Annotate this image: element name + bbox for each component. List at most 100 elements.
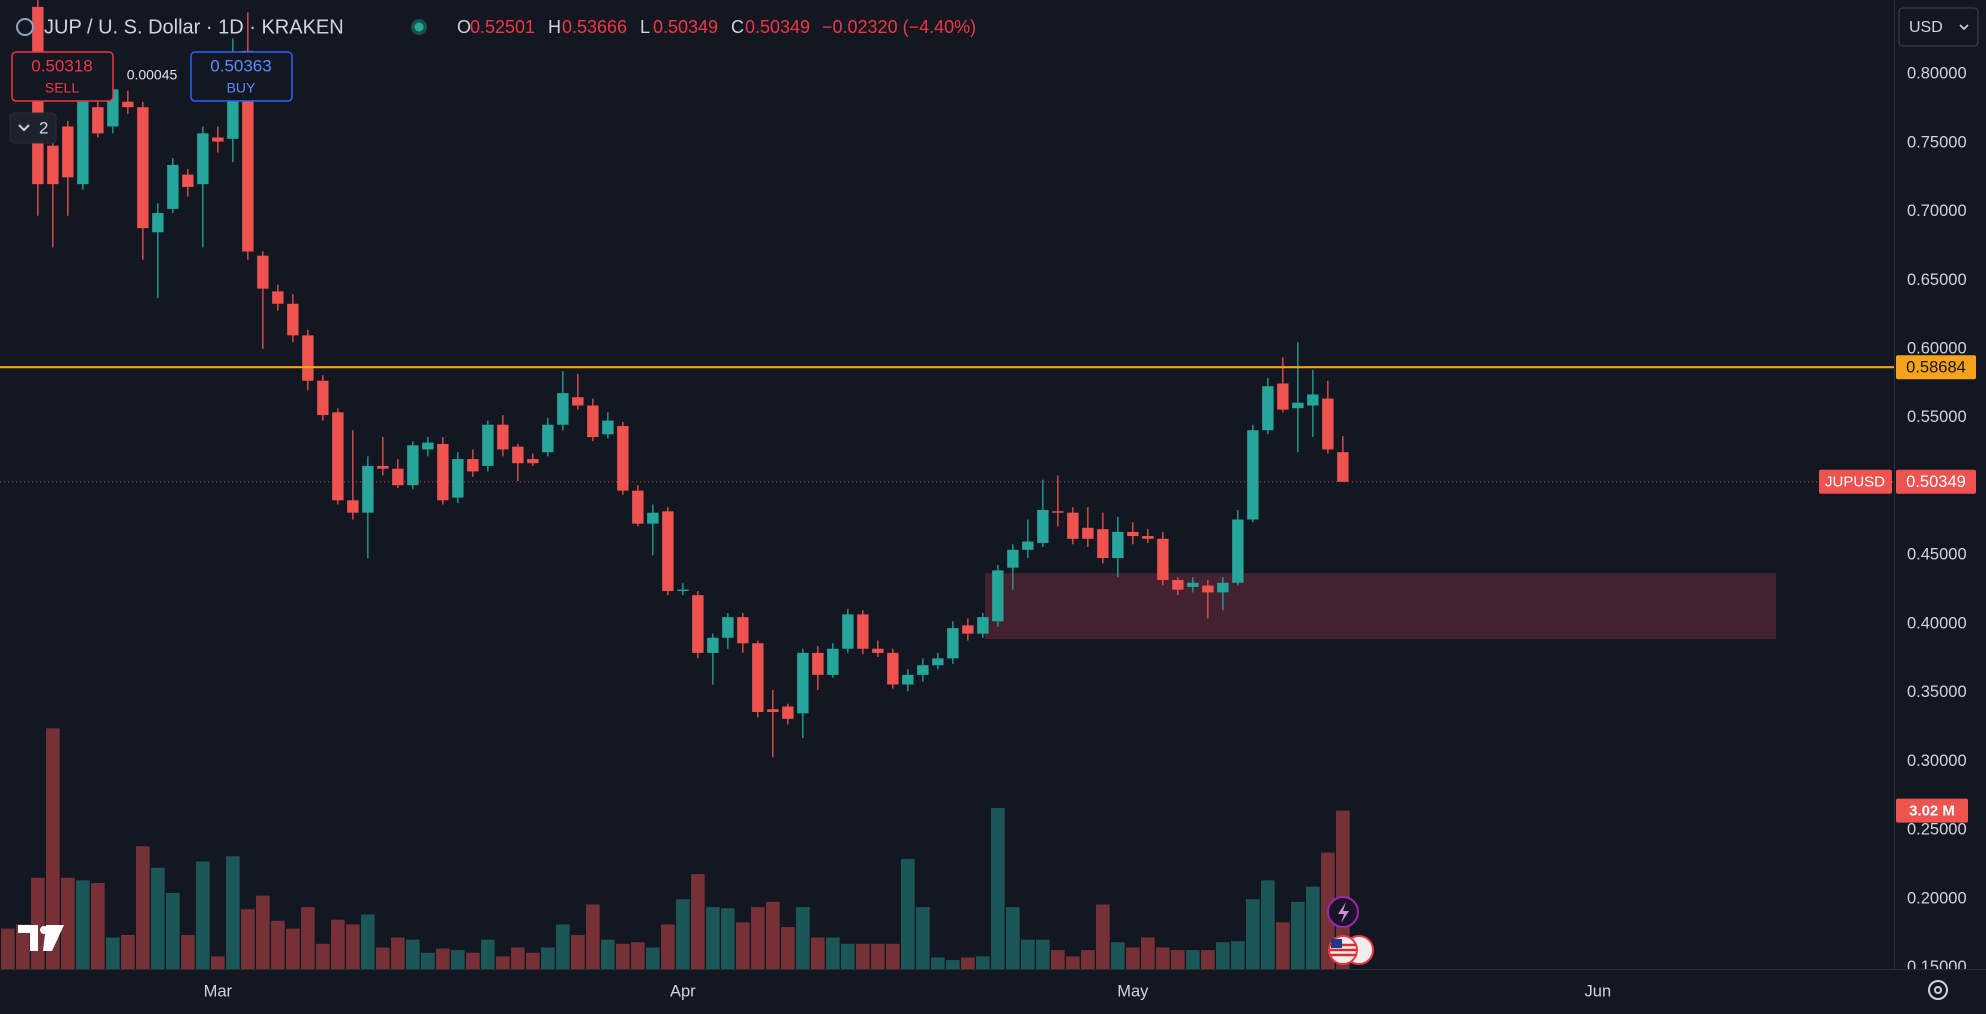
volume-tag [1896, 798, 1968, 823]
candle-body [1082, 527, 1094, 539]
ohlc-label: C [731, 17, 744, 37]
level-tag [1896, 355, 1976, 380]
y-tick-label: 0.65000 [1907, 271, 1967, 289]
volume-bar [796, 907, 810, 969]
y-tick-label: 0.35000 [1907, 683, 1967, 701]
candle-body [617, 426, 629, 491]
spread: 0.00045 [127, 67, 178, 83]
logo-part [18, 925, 38, 951]
toggle-box [9, 112, 57, 144]
volume-bar [1126, 947, 1140, 969]
volume-bar [256, 895, 270, 969]
volume-bar [331, 919, 345, 969]
y-tick-label: 0.60000 [1907, 339, 1967, 357]
candle-body [527, 459, 539, 464]
volume-bar [106, 937, 120, 969]
candle-body [1037, 509, 1049, 543]
volume-bar [16, 924, 30, 969]
volume-bar [556, 924, 570, 969]
candle-body [1172, 580, 1184, 590]
candle-body [437, 443, 449, 501]
volume-bar [1306, 886, 1320, 969]
candle-body [707, 637, 719, 653]
candle-body [257, 255, 269, 289]
volume-bar [1066, 956, 1080, 969]
buy-label: BUY [227, 80, 256, 96]
y-tick-label: 0.40000 [1907, 614, 1967, 632]
volume-bar [1021, 939, 1035, 969]
candle-body [227, 94, 239, 139]
settings-icon[interactable] [1928, 980, 1948, 1000]
candle-body [92, 107, 104, 134]
sell-box [11, 51, 114, 102]
candle-body [662, 511, 674, 592]
volume-bar [976, 956, 990, 969]
ohlc-value: 0.50349 [745, 17, 810, 37]
candle-body [1277, 383, 1289, 410]
volume-bar [676, 899, 690, 969]
volume-bar [1, 928, 15, 969]
candle-body [1157, 538, 1169, 581]
candle-body [647, 512, 659, 524]
candle-body [1052, 511, 1064, 513]
symbol-tag [1819, 469, 1892, 494]
sell-label: SELL [45, 80, 79, 96]
candle-body [122, 101, 134, 108]
volume-bar [721, 908, 735, 969]
candle-body [542, 424, 554, 453]
volume-bar [1036, 939, 1050, 969]
price-axis [1894, 0, 1986, 1014]
lightning [1338, 902, 1349, 923]
status-dot [414, 22, 424, 32]
volume-bar [706, 907, 720, 969]
candle-body [497, 424, 509, 450]
volume-bar [406, 939, 420, 969]
volume-bar [1246, 899, 1260, 969]
volume-tag-label: 3.02 M [1909, 803, 1955, 820]
candle-body [1202, 585, 1214, 593]
candle-body [602, 420, 614, 435]
volume-bar [916, 907, 930, 969]
volume-bar [841, 943, 855, 969]
candle-body [1067, 512, 1079, 539]
candle-body [767, 709, 779, 712]
currency-box [1898, 7, 1979, 47]
price-tag [1896, 469, 1976, 494]
volume-bar [1186, 950, 1200, 969]
candle-body [332, 412, 344, 501]
buy-button[interactable]: 0.50363 BUY [190, 51, 293, 102]
volume-bar [1261, 880, 1275, 969]
candle-body [1322, 398, 1334, 450]
volume-bar [181, 934, 195, 969]
time-axis [0, 969, 1986, 1014]
volume-bar [151, 867, 165, 969]
volume-bar [661, 924, 675, 969]
sell-button[interactable]: 0.50318 SELL [11, 51, 114, 102]
candle-body [62, 126, 74, 178]
currency-select[interactable]: USD [1898, 7, 1979, 47]
indicators-toggle[interactable]: 2 [9, 112, 57, 144]
volume-bar [601, 939, 615, 969]
ohlc-value: 0.53666 [562, 17, 627, 37]
candle-body [512, 446, 524, 464]
candle-body [347, 500, 359, 513]
volume-bar [616, 943, 630, 969]
volume-bar [946, 960, 960, 969]
x-tick-label: Mar [204, 982, 233, 1000]
candle-body [152, 213, 164, 233]
candle-body [977, 617, 989, 634]
buy-price: 0.50363 [210, 56, 271, 75]
volume-bar [391, 937, 405, 969]
chevron [1959, 24, 1969, 31]
candle-body [887, 652, 899, 685]
candle-body [377, 465, 389, 469]
candle-body [452, 459, 464, 498]
candle-body [1022, 541, 1034, 550]
candle-body [182, 174, 194, 187]
volume-bar [346, 924, 360, 969]
settings-icon-core [1934, 986, 1942, 994]
candle-body [1337, 452, 1349, 482]
candle-body [167, 164, 179, 209]
buy-box [190, 51, 293, 102]
